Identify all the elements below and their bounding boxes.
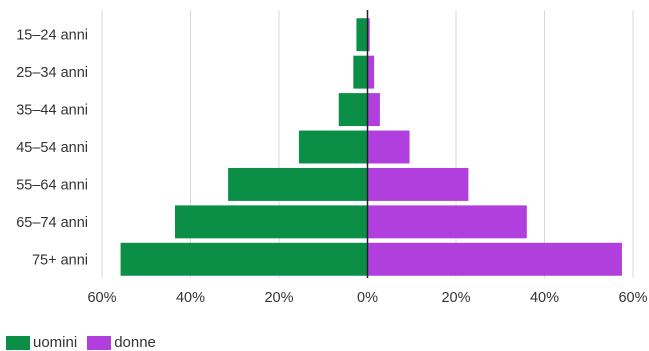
bar-women-0	[367, 18, 370, 52]
bar-women-2	[367, 93, 380, 127]
bar-men-1	[353, 55, 368, 89]
x-tick-label: 20%	[264, 290, 293, 306]
category-label: 75+ anni	[32, 252, 88, 268]
category-label: 25–34 anni	[16, 65, 88, 81]
bar-women-1	[367, 55, 375, 89]
x-tick-label: 20%	[441, 290, 470, 306]
category-label: 45–54 anni	[16, 140, 88, 156]
bar-men-2	[338, 93, 368, 127]
legend: uomini donne	[6, 334, 156, 351]
x-tick-label: 40%	[176, 290, 205, 306]
bar-men-4	[228, 167, 368, 201]
bar-women-6	[367, 242, 622, 276]
legend-item-men: uomini	[6, 334, 77, 351]
bar-men-3	[298, 130, 368, 164]
category-label: 65–74 anni	[16, 215, 88, 231]
x-tick-label: 0%	[357, 290, 378, 306]
bar-women-4	[367, 167, 469, 201]
legend-label-women: donne	[114, 334, 156, 351]
legend-label-men: uomini	[33, 334, 78, 351]
bar-women-5	[367, 205, 527, 239]
bar-men-6	[120, 242, 368, 276]
bar-men-5	[175, 205, 368, 239]
x-tick-label: 40%	[530, 290, 559, 306]
x-tick-label: 60%	[618, 290, 647, 306]
bar-men-0	[356, 18, 368, 52]
category-label: 15–24 anni	[16, 28, 88, 44]
category-label: 35–44 anni	[16, 103, 88, 119]
bar-women-3	[367, 130, 410, 164]
chart-svg: 15–24 anni 25–34 anni 35–44 anni 45–54 anni…	[16, 10, 648, 306]
x-tick-label: 60%	[87, 290, 116, 306]
legend-item-women: donne	[87, 334, 156, 351]
legend-swatch-men	[6, 335, 30, 350]
legend-swatch-women	[87, 335, 112, 350]
category-label: 55–64 anni	[16, 177, 88, 193]
